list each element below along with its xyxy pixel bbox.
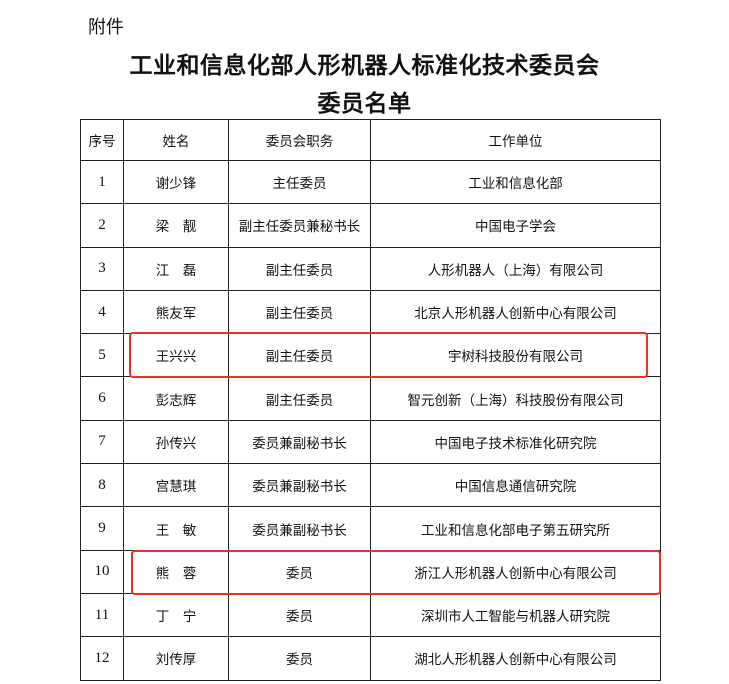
work-unit: 深圳市人工智能与机器人研究院	[370, 592, 661, 638]
table-header-row: 序号 姓名 委员会职务 工作单位	[80, 119, 661, 161]
committee-role: 委员兼副秘书长	[228, 506, 371, 551]
document-title: 工业和信息化部人形机器人标准化技术委员会	[129, 53, 600, 79]
column-header: 委员会职务	[228, 119, 371, 161]
committee-role: 副主任委员	[228, 246, 371, 291]
row-number: 4	[80, 289, 124, 335]
table-row: 11 丁 宁委员 深圳市人工智能与机器人研究院	[80, 592, 661, 638]
member-name: 丁 宁	[123, 592, 229, 638]
highlight-box-row-5	[129, 332, 648, 378]
committee-role: 委员	[228, 549, 371, 594]
column-header: 工作单位	[370, 119, 661, 161]
committee-role: 副主任委员兼秘书长	[228, 203, 371, 248]
work-unit: 中国电子学会	[370, 203, 661, 248]
member-name: 彭志辉	[123, 376, 229, 421]
table-row: 7 孙传兴 委员兼副秘书长 中国电子技术标准化研究院	[80, 419, 661, 465]
row-number: 12	[80, 636, 124, 681]
row-number: 11	[80, 592, 124, 638]
member-name: 王 敏	[123, 506, 229, 551]
member-name: 江 磊	[123, 246, 229, 291]
committee-role: 委员兼副秘书长	[228, 463, 371, 508]
row-number: 10	[80, 549, 124, 594]
committee-role: 副主任委员	[228, 289, 371, 335]
committee-role: 主任委员	[228, 159, 371, 205]
highlight-box-row-10	[131, 550, 661, 595]
member-name: 谢少锋	[123, 159, 229, 205]
row-number: 3	[80, 246, 124, 291]
row-number: 6	[80, 376, 124, 421]
row-number: 1	[80, 159, 124, 205]
column-header: 序号	[80, 119, 124, 161]
table-row: 1 谢少锋 主任委员 工业和信息化部	[80, 159, 661, 205]
row-number: 8	[80, 463, 124, 508]
committee-role: 副主任委员	[228, 376, 371, 421]
work-unit: 人形机器人（上海）有限公司	[370, 246, 661, 291]
table-row: 6 彭志辉 副主任委员 智元创新（上海）科技股份有限公司	[80, 376, 661, 421]
committee-role: 委员	[228, 592, 371, 638]
committee-role: 委员	[228, 636, 371, 681]
work-unit: 湖北人形机器人创新中心有限公司	[370, 636, 661, 681]
table-row: 12 刘传厚 委员 湖北人形机器人创新中心有限公司	[80, 636, 661, 681]
work-unit: 中国信息通信研究院	[370, 463, 661, 508]
committee-role: 委员兼副秘书长	[228, 419, 371, 465]
row-number: 2	[80, 203, 124, 248]
attachment-label: 附件	[88, 17, 124, 38]
member-name: 宫慧琪	[123, 463, 229, 508]
table-row: 8 宫慧琪 委员兼副秘书长 中国信息通信研究院	[80, 463, 661, 508]
table-row: 4 熊友军 副主任委员 北京人形机器人创新中心有限公司	[80, 289, 661, 335]
work-unit: 中国电子技术标准化研究院	[370, 419, 661, 465]
member-name: 孙传兴	[123, 419, 229, 465]
work-unit: 北京人形机器人创新中心有限公司	[370, 289, 661, 335]
work-unit: 工业和信息化部电子第五研究所	[370, 506, 661, 551]
member-name: 刘传厚	[123, 636, 229, 681]
work-unit: 智元创新（上海）科技股份有限公司	[370, 376, 661, 421]
column-header: 姓名	[123, 119, 229, 161]
member-name: 熊友军	[123, 289, 229, 335]
work-unit: 工业和信息化部	[370, 159, 661, 205]
document-subtitle: 委员名单	[317, 91, 412, 117]
member-table: 序号 姓名 委员会职务 工作单位 1 谢少锋 主任委员 工业和信息化部 2 梁 靓副主任委员兼秘…	[80, 119, 661, 681]
member-name: 梁 靓	[123, 203, 229, 248]
row-number: 9	[80, 506, 124, 551]
row-number: 5	[80, 333, 124, 378]
row-number: 7	[80, 419, 124, 465]
